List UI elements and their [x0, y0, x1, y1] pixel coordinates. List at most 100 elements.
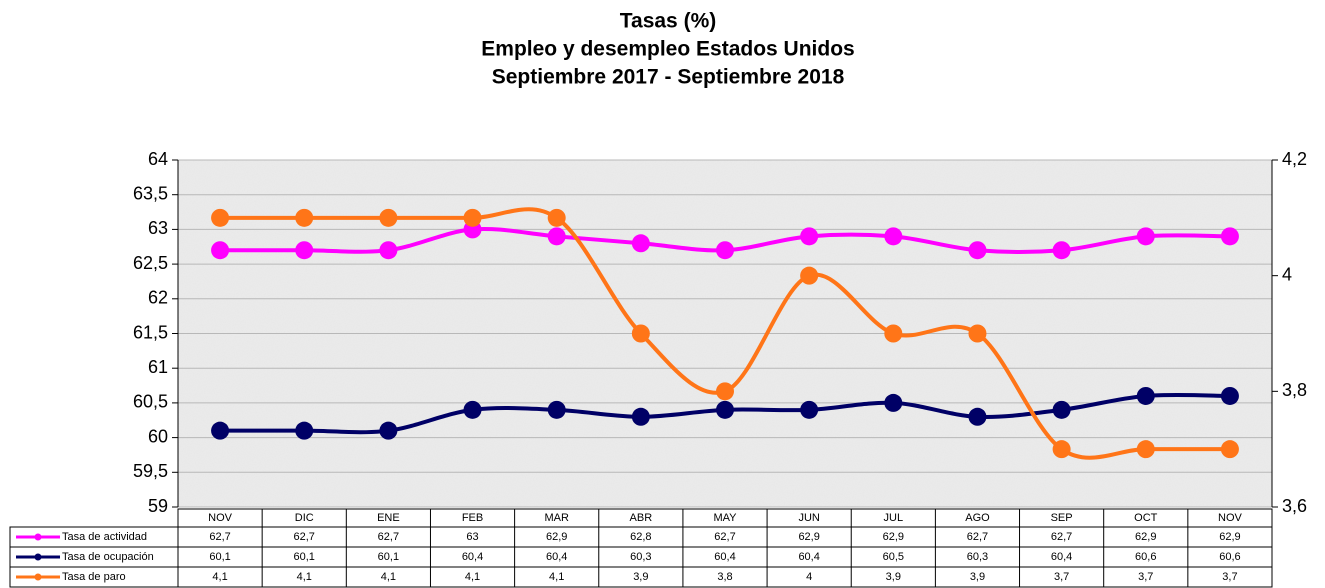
y2-tick-label: 3,6	[1282, 496, 1307, 516]
point	[1220, 440, 1239, 459]
y-tick-label: 62	[148, 288, 168, 308]
table-value: 62,7	[378, 531, 399, 543]
point	[295, 241, 314, 260]
table-value: 4,1	[549, 571, 564, 583]
point	[379, 208, 398, 227]
point	[884, 324, 903, 343]
table-value: 62,7	[294, 531, 315, 543]
table-value: 60,3	[630, 551, 651, 563]
point	[295, 421, 314, 440]
y-tick-label: 63	[148, 218, 168, 238]
series-line	[220, 207, 1230, 460]
x-tick-label: DIC	[295, 512, 314, 524]
y-tick-label: 63,5	[133, 183, 168, 203]
x-tick-label: MAY	[713, 512, 737, 524]
table-value: 60,4	[798, 551, 819, 563]
chart-title: Septiembre 2017 - Septiembre 2018	[492, 66, 845, 89]
table-value: 62,7	[714, 531, 735, 543]
table-value: 4	[806, 571, 812, 583]
x-tick-label: ENE	[377, 512, 400, 524]
point	[379, 421, 398, 440]
point	[631, 324, 650, 343]
point	[463, 400, 482, 419]
point	[1136, 227, 1155, 246]
point	[295, 208, 314, 227]
table-value: 60,6	[1219, 551, 1240, 563]
y2-tick-label: 4,2	[1282, 149, 1307, 169]
point	[716, 241, 734, 260]
table-value: 62,9	[1135, 531, 1156, 543]
table-value: 4,1	[465, 571, 480, 583]
point	[800, 227, 819, 246]
table-value: 60,4	[1051, 551, 1072, 563]
point	[631, 234, 650, 253]
point	[968, 241, 987, 260]
x-tick-label: JUN	[798, 512, 819, 524]
table-value: 4,1	[381, 571, 396, 583]
point	[1136, 440, 1155, 459]
table-value: 62,9	[1219, 531, 1240, 543]
x-tick-label: AGO	[965, 512, 990, 524]
point	[211, 208, 230, 227]
x-tick-label: NOV	[208, 512, 233, 524]
table-value: 60,4	[714, 551, 735, 563]
x-tick-label: JUL	[884, 512, 904, 524]
point	[884, 227, 903, 246]
table-value: 3,9	[970, 571, 985, 583]
table-value: 3,7	[1054, 571, 1069, 583]
point	[800, 400, 819, 419]
point	[800, 266, 819, 285]
table-value: 62,9	[798, 531, 819, 543]
point	[547, 208, 566, 227]
table-value: 3,9	[886, 571, 901, 583]
x-tick-label: FEB	[462, 512, 483, 524]
point	[631, 407, 650, 426]
table-value: 4,1	[212, 571, 227, 583]
x-tick-label: SEP	[1051, 512, 1073, 524]
table-value: 60,6	[1135, 551, 1156, 563]
point	[1052, 440, 1071, 459]
point	[1136, 386, 1155, 405]
y-tick-label: 62,5	[133, 253, 168, 273]
legend-label: Tasa de ocupación	[62, 551, 154, 563]
table-value: 60,1	[378, 551, 399, 563]
point	[547, 227, 566, 246]
chart-title: Empleo y desempleo Estados Unidos	[481, 38, 854, 61]
y-tick-label: 60,5	[133, 392, 168, 412]
table-value: 60,1	[294, 551, 315, 563]
table-value: 62,9	[883, 531, 904, 543]
y-tick-label: 61,5	[133, 322, 168, 342]
y2-tick-label: 4	[1282, 264, 1292, 284]
table-value: 60,5	[883, 551, 904, 563]
y-tick-label: 64	[148, 149, 168, 169]
x-tick-label: MAR	[544, 512, 569, 524]
table-value: 62,7	[967, 531, 988, 543]
point	[1052, 400, 1071, 419]
table-value: 62,7	[209, 531, 230, 543]
legend-label: Tasa de actividad	[62, 531, 147, 543]
point	[379, 241, 398, 260]
y-tick-label: 59,5	[133, 461, 168, 481]
table-value: 3,7	[1222, 571, 1237, 583]
point	[211, 241, 230, 260]
table-value: 3,9	[633, 571, 648, 583]
legend-marker	[34, 573, 42, 581]
table-value: 3,8	[717, 571, 732, 583]
legend-marker	[34, 553, 42, 561]
point	[1220, 227, 1239, 246]
point	[547, 400, 566, 419]
y-tick-label: 59	[148, 496, 168, 516]
table-value: 3,7	[1138, 571, 1153, 583]
table-value: 62,8	[630, 531, 651, 543]
point	[716, 382, 734, 401]
table-value: 60,4	[546, 551, 567, 563]
point	[968, 324, 987, 343]
y2-tick-label: 3,8	[1282, 380, 1307, 400]
legend-label: Tasa de paro	[62, 571, 126, 583]
point	[1052, 241, 1071, 260]
x-tick-label: NOV	[1218, 512, 1243, 524]
table-value: 63	[466, 531, 478, 543]
point	[716, 400, 734, 419]
y-tick-label: 61	[148, 357, 168, 377]
